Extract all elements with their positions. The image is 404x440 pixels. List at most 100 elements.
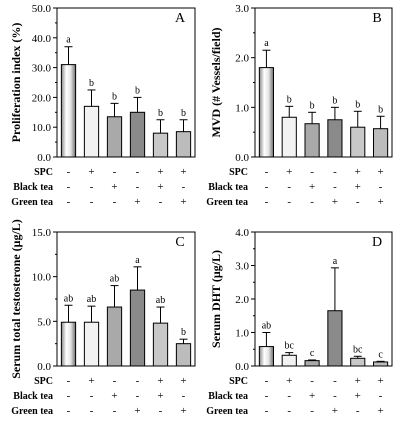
bar bbox=[152, 322, 169, 367]
significance-letter: ab bbox=[156, 295, 165, 306]
treatment-sign: - bbox=[310, 405, 314, 417]
treatment-sign: + bbox=[377, 196, 383, 208]
significance-letter: b bbox=[158, 108, 163, 119]
bar bbox=[373, 361, 389, 367]
treatment-sign: + bbox=[180, 196, 186, 208]
y-tick-label: 15.0 bbox=[32, 227, 52, 239]
plot-frame bbox=[56, 7, 196, 158]
treatment-sign: - bbox=[287, 196, 291, 208]
treatment-sign: + bbox=[377, 375, 383, 387]
treatment-sign: - bbox=[90, 196, 94, 208]
treatment-sign: + bbox=[355, 375, 361, 387]
treatment-sign: - bbox=[356, 196, 360, 208]
treatment-sign: - bbox=[90, 405, 94, 417]
treatment-sign: + bbox=[377, 405, 383, 417]
treatment-sign: - bbox=[113, 166, 117, 178]
y-tick-label: 0.0 bbox=[37, 361, 51, 373]
significance-letter: b bbox=[181, 327, 186, 338]
treatment-sign: - bbox=[90, 390, 94, 402]
treatment-sign: - bbox=[67, 196, 71, 208]
treatment-sign: + bbox=[355, 166, 361, 178]
y-tick-label: 40.0 bbox=[32, 33, 52, 45]
significance-letter: a bbox=[333, 256, 338, 267]
y-tick-label: 10.0 bbox=[32, 272, 52, 284]
bar bbox=[258, 67, 274, 158]
bar bbox=[350, 126, 366, 158]
y-tick-label: 50.0 bbox=[32, 3, 52, 15]
y-tick-label: 5.0 bbox=[37, 316, 51, 328]
treatment-sign: - bbox=[310, 196, 314, 208]
treatment-sign: - bbox=[90, 181, 94, 193]
significance-letter: b bbox=[89, 78, 94, 89]
significance-letter: b bbox=[112, 91, 117, 102]
treatment-sign: - bbox=[136, 181, 140, 193]
plot-frame bbox=[254, 231, 393, 367]
treatment-label: Green tea bbox=[11, 406, 53, 417]
treatment-sign: - bbox=[113, 375, 117, 387]
treatment-sign: - bbox=[287, 181, 291, 193]
significance-letter: ab bbox=[87, 294, 96, 305]
bar bbox=[373, 128, 389, 158]
treatment-sign: - bbox=[67, 405, 71, 417]
treatment-sign: - bbox=[182, 181, 186, 193]
treatment-sign: + bbox=[88, 375, 94, 387]
treatment-sign: - bbox=[67, 375, 71, 387]
treatment-label: Green tea bbox=[206, 406, 248, 417]
bar bbox=[304, 360, 320, 367]
y-tick-label: 3.0 bbox=[235, 3, 249, 15]
treatment-sign: + bbox=[377, 166, 383, 178]
treatment-sign: - bbox=[265, 405, 269, 417]
treatment-sign: - bbox=[265, 196, 269, 208]
y-tick-label: 4.0 bbox=[235, 227, 249, 239]
significance-letter: b bbox=[287, 94, 292, 105]
y-axis-label: Serum total testosterone (μg/L) bbox=[9, 219, 23, 379]
treatment-sign: - bbox=[333, 166, 337, 178]
treatment-sign: - bbox=[356, 405, 360, 417]
treatment-sign: + bbox=[134, 196, 140, 208]
treatment-sign: - bbox=[113, 196, 117, 208]
treatment-sign: - bbox=[159, 196, 163, 208]
treatment-sign: - bbox=[310, 166, 314, 178]
significance-letter: b bbox=[135, 85, 140, 96]
bar bbox=[175, 343, 192, 367]
significance-letter: ab bbox=[262, 321, 271, 332]
treatment-label: Green tea bbox=[206, 197, 248, 208]
plot-frame bbox=[254, 7, 393, 158]
treatment-label: SPC bbox=[229, 167, 248, 178]
treatment-sign: + bbox=[309, 181, 315, 193]
bar bbox=[129, 289, 146, 367]
panel-D: 0.0 1.0 2.0 3.0 4.0 Serum DHT (μg/L) Dab bc c a bc… bbox=[206, 227, 393, 417]
treatment-sign: - bbox=[136, 390, 140, 402]
bar bbox=[175, 131, 192, 158]
panel-letter: B bbox=[372, 11, 381, 26]
treatment-sign: + bbox=[180, 166, 186, 178]
bar bbox=[106, 116, 123, 158]
significance-letter: b bbox=[355, 99, 360, 110]
bar bbox=[327, 310, 343, 367]
bar bbox=[60, 321, 77, 367]
panel-letter: D bbox=[372, 235, 382, 250]
y-tick-label: 0.0 bbox=[235, 152, 249, 164]
significance-letter: b bbox=[332, 95, 337, 106]
y-tick-label: 1.0 bbox=[235, 328, 249, 340]
treatment-sign: - bbox=[265, 375, 269, 387]
treatment-label: SPC bbox=[34, 376, 53, 387]
treatment-sign: + bbox=[157, 181, 163, 193]
significance-letter: bc bbox=[353, 344, 363, 355]
bar bbox=[281, 354, 297, 367]
bar bbox=[152, 132, 169, 158]
significance-letter: c bbox=[378, 349, 383, 360]
panel-letter: A bbox=[175, 11, 186, 26]
significance-letter: a bbox=[66, 35, 71, 46]
treatment-sign: + bbox=[180, 405, 186, 417]
treatment-sign: + bbox=[111, 181, 117, 193]
y-axis-label: MVD (# Vessels/field) bbox=[209, 28, 223, 138]
significance-letter: ab bbox=[110, 274, 119, 285]
treatment-sign: - bbox=[379, 390, 383, 402]
treatment-sign: - bbox=[287, 405, 291, 417]
y-axis-label: Proliferation index (%) bbox=[9, 23, 23, 143]
treatment-sign: - bbox=[333, 181, 337, 193]
treatment-sign: - bbox=[182, 390, 186, 402]
bar bbox=[281, 116, 297, 158]
